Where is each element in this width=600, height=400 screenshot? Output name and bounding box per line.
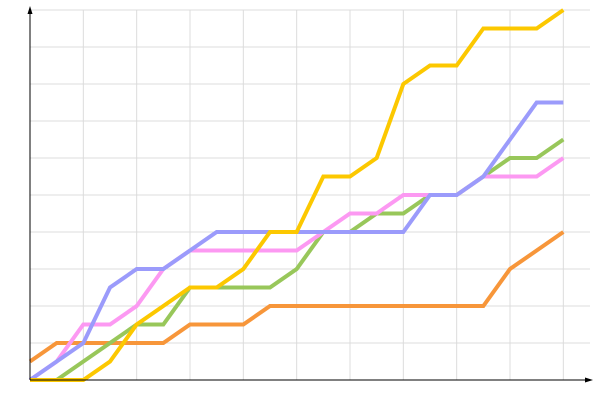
grid [29,9,590,381]
lines [28,8,565,382]
series-line [28,230,565,364]
series-line [30,8,565,382]
x-axis-arrow [585,377,593,383]
y-axis-arrow [27,6,33,14]
